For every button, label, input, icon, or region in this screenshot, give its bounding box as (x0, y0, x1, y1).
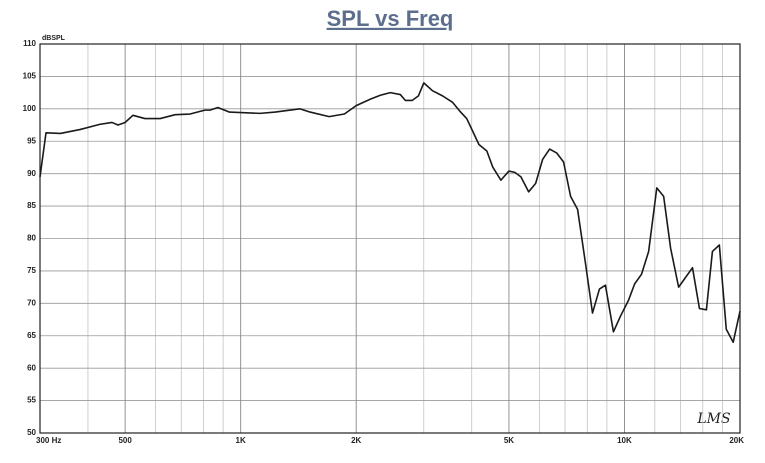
y-axis-label: dBSPL (42, 35, 66, 42)
watermark: LMS (696, 411, 730, 427)
y-tick-label: 55 (27, 396, 36, 405)
y-tick-label: 105 (23, 72, 37, 81)
x-tick-label: 20K (729, 436, 744, 445)
y-tick-label: 50 (27, 428, 36, 437)
y-tick-label: 75 (27, 266, 36, 275)
y-tick-label: 65 (27, 331, 36, 340)
y-tick-label: 110 (23, 39, 36, 48)
y-tick-label: 100 (23, 104, 37, 113)
x-tick-label: 300 Hz (36, 436, 61, 445)
x-tick-label: 10K (617, 436, 632, 445)
y-tick-label: 80 (27, 234, 36, 243)
y-tick-label: 85 (27, 201, 36, 210)
y-tick-label: 70 (27, 298, 36, 307)
y-tick-label: 90 (27, 169, 36, 178)
x-tick-label: 500 (118, 436, 132, 445)
chart-title: SPL vs Freq (327, 6, 454, 31)
plot-frame (39, 43, 741, 434)
spl-curve (39, 82, 741, 344)
y-tick-label: 60 (27, 363, 36, 372)
x-tick-label: 2K (351, 436, 361, 445)
y-tick-label: 95 (27, 136, 36, 145)
x-tick-label: 1K (236, 436, 246, 445)
x-tick-label: 5K (504, 436, 514, 445)
